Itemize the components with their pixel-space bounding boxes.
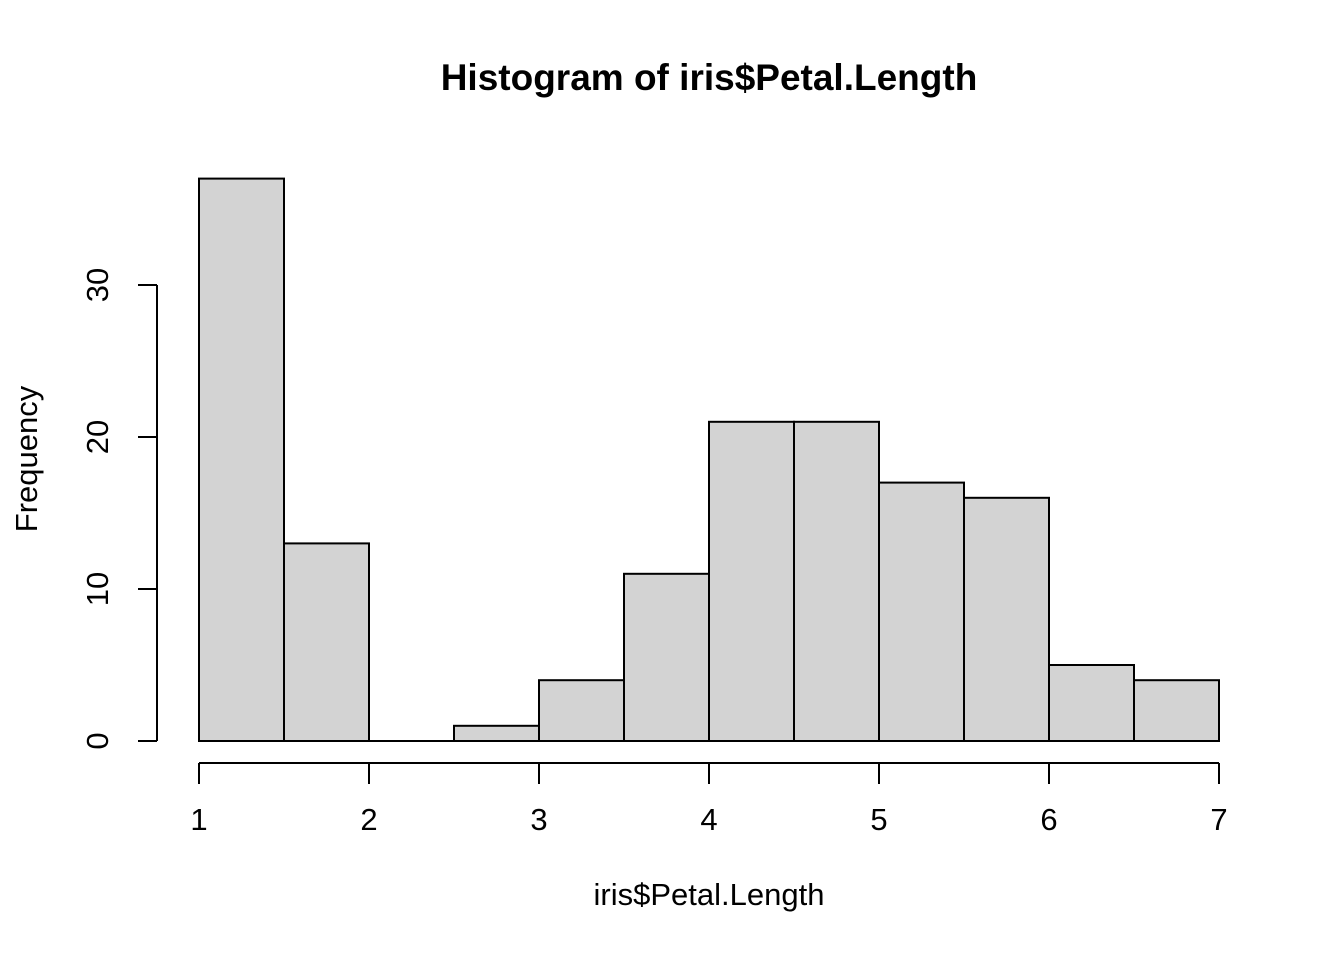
histogram-bar: [793, 420, 880, 742]
x-tick-label: 1: [190, 802, 208, 837]
histogram-bar: [1048, 664, 1135, 742]
y-tick-label: 30: [80, 267, 115, 303]
chart-title: Histogram of iris$Petal.Length: [440, 57, 978, 98]
y-tick-label: 0: [80, 732, 115, 750]
x-tick-label: 3: [530, 802, 548, 837]
x-tick-label: 2: [360, 802, 378, 837]
x-tick-label: 5: [870, 802, 888, 837]
y-axis-title: Frequency: [9, 385, 44, 533]
y-tick-label: 20: [80, 419, 115, 455]
histogram-bar: [963, 496, 1050, 742]
histogram-bar: [198, 177, 285, 743]
y-tick-label: 10: [80, 571, 115, 607]
histogram-bar: [538, 679, 625, 743]
x-tick-label: 6: [1040, 802, 1058, 837]
histogram-bar: [453, 724, 540, 742]
x-tick-label: 7: [1210, 802, 1228, 837]
histogram-bar: [708, 420, 795, 742]
histogram-bar: [878, 481, 965, 742]
histogram-bar: [1133, 679, 1220, 743]
x-axis-title: iris$Petal.Length: [593, 877, 825, 912]
x-tick-label: 4: [700, 802, 718, 837]
histogram-bar: [283, 542, 370, 743]
histogram-bar: [623, 572, 710, 742]
